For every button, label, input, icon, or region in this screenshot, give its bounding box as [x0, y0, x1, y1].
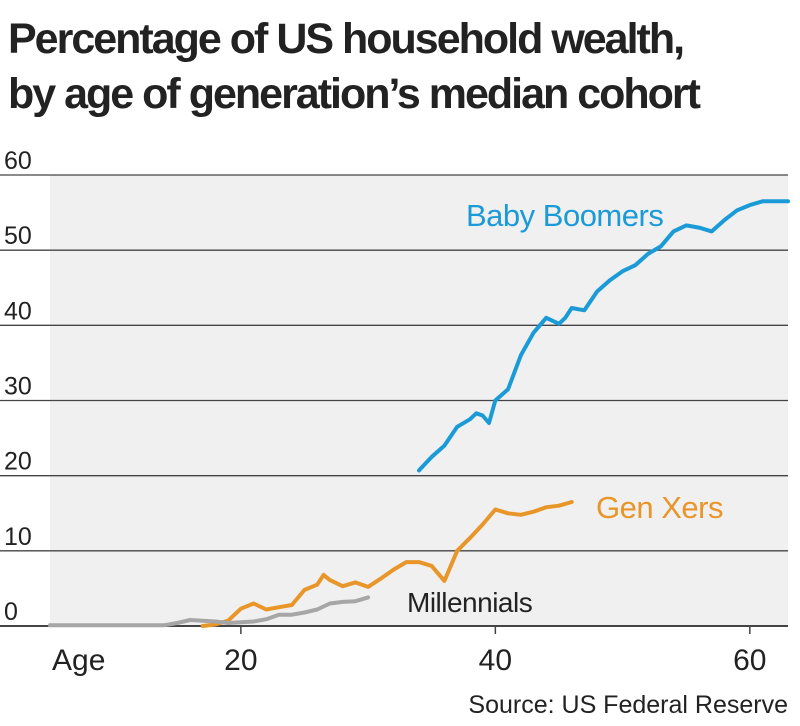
- y-tick-label-20: 20: [4, 448, 32, 476]
- y-tick-label-40: 40: [4, 297, 32, 325]
- y-tick-label-50: 50: [4, 222, 32, 250]
- series-line-baby-boomers: [417, 199, 790, 473]
- series-label-baby-boomers: Baby Boomers: [466, 198, 663, 233]
- source-note: Source: US Federal Reserve: [468, 691, 788, 719]
- x-tick-label-60: 60: [733, 644, 766, 677]
- x-tick-label-20: 20: [224, 644, 257, 677]
- series-label-gen-xers: Gen Xers: [596, 490, 723, 525]
- series-line-millennials: [48, 595, 371, 628]
- y-tick-label-60: 60: [4, 147, 32, 175]
- y-tick-label-0: 0: [4, 598, 18, 626]
- series-line-gen-xers: [200, 500, 574, 628]
- y-tick-label-10: 10: [4, 523, 32, 551]
- series-label-millennials: Millennials: [407, 587, 532, 618]
- chart-subtitle: by age of generation’s median cohort: [8, 70, 701, 118]
- x-axis-label: Age: [52, 644, 105, 677]
- chart-title: Percentage of US household wealth,: [8, 15, 685, 63]
- x-tick-label-40: 40: [479, 644, 512, 677]
- y-tick-label-30: 30: [4, 373, 32, 401]
